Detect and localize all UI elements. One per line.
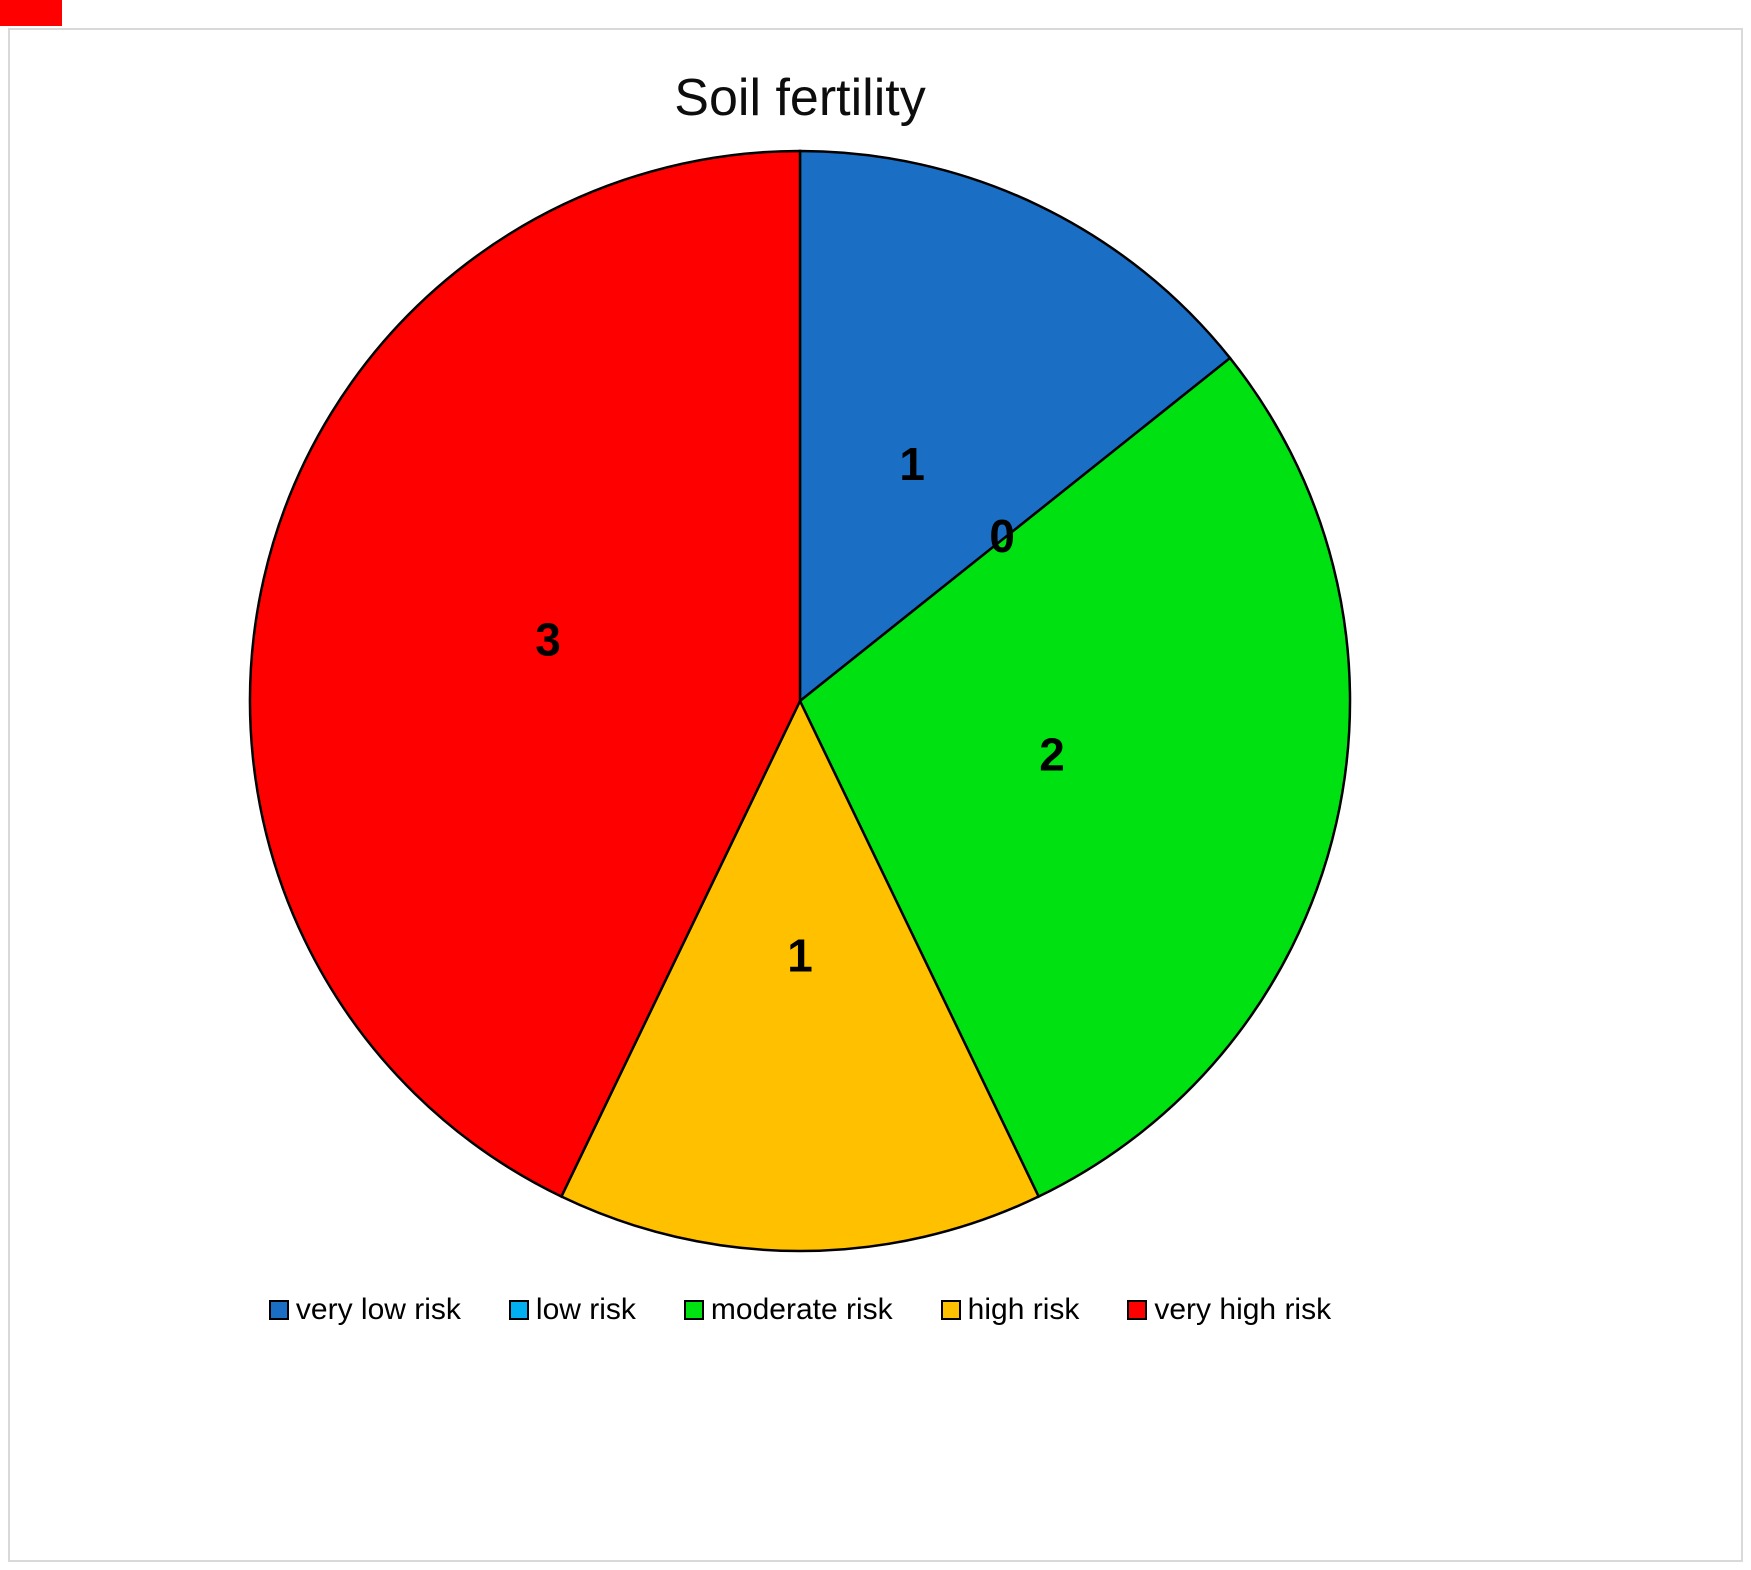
pie-chart: 1 0 2 1 3 (241, 144, 1359, 1263)
data-label-very-high-risk: 3 (535, 614, 561, 666)
legend-label: moderate risk (710, 1293, 893, 1326)
chart-frame: Soil fertility 1 0 2 1 3 very low risk low ri… (8, 28, 1743, 1562)
legend-item-moderate-risk[interactable]: moderate risk (683, 1293, 893, 1327)
chart-legend: very low risk low risk moderate risk high r… (268, 1293, 1331, 1327)
pie-slice-moderate-risk[interactable] (798, 356, 1352, 1199)
chart-title: Soil fertility (674, 69, 926, 127)
legend-swatch-very-high-risk (1127, 1300, 1148, 1320)
legend-item-very-high-risk[interactable]: very high risk (1127, 1293, 1331, 1327)
data-label-high-risk: 1 (787, 930, 813, 982)
legend-swatch-moderate-risk (683, 1300, 704, 1320)
legend-label: very low risk (295, 1293, 461, 1326)
red-corner-artifact (0, 0, 62, 26)
legend-swatch-low-risk (508, 1300, 529, 1320)
pie-slice-high-risk[interactable] (559, 698, 1041, 1253)
data-label-moderate-risk: 2 (1039, 729, 1065, 781)
legend-label: high risk (967, 1293, 1080, 1326)
data-label-very-low-risk: 1 (899, 438, 925, 490)
legend-item-very-low-risk[interactable]: very low risk (268, 1293, 461, 1327)
legend-item-low-risk[interactable]: low risk (508, 1293, 636, 1327)
legend-label: low risk (535, 1293, 636, 1326)
pie-svg: 1 0 2 1 3 (248, 149, 1352, 1253)
pie-slice-very-low-risk[interactable] (798, 149, 1232, 704)
legend-swatch-high-risk (940, 1300, 961, 1320)
data-label-low-risk: 0 (989, 510, 1015, 562)
legend-item-high-risk[interactable]: high risk (940, 1293, 1080, 1327)
legend-label: very high risk (1154, 1293, 1332, 1326)
pie-slice-very-high-risk[interactable] (248, 149, 802, 1199)
chart-area: Soil fertility 1 0 2 1 3 very low risk low ri… (10, 30, 1590, 1560)
legend-swatch-very-low-risk (268, 1300, 289, 1320)
